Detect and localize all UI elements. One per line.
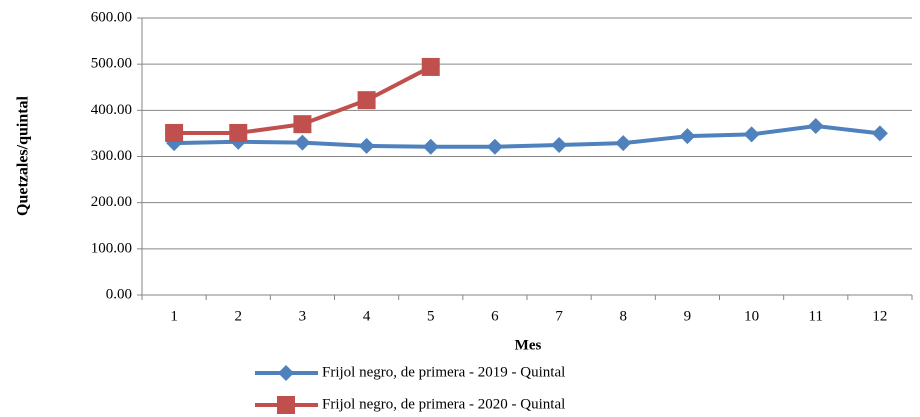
y-tick-label: 300.00 xyxy=(91,148,132,164)
legend-label: Frijol negro, de primera - 2020 - Quinta… xyxy=(322,396,565,412)
marker xyxy=(551,136,568,153)
marker xyxy=(807,118,824,135)
marker xyxy=(293,115,312,134)
marker xyxy=(357,91,376,110)
y-tick-label: 500.00 xyxy=(91,56,132,72)
marker xyxy=(165,123,184,142)
marker xyxy=(294,134,311,151)
y-tick-label: 100.00 xyxy=(91,240,132,256)
marker xyxy=(615,135,632,152)
marker xyxy=(743,126,760,143)
y-tick-label: 400.00 xyxy=(91,102,132,118)
marker xyxy=(229,123,248,142)
marker xyxy=(358,137,375,154)
x-tick-label: 2 xyxy=(235,308,243,324)
legend-marker xyxy=(278,365,294,381)
x-tick-label: 8 xyxy=(620,308,628,324)
x-axis-title: Mes xyxy=(515,337,542,353)
x-tick-label: 3 xyxy=(299,308,307,324)
x-tick-label: 12 xyxy=(872,308,887,324)
y-axis-title: Quetzales/quintal xyxy=(15,95,32,216)
marker xyxy=(871,125,888,142)
legend-marker xyxy=(277,396,295,414)
series-line xyxy=(174,124,881,149)
x-tick-label: 11 xyxy=(809,308,823,324)
y-tick-label: 600.00 xyxy=(91,9,132,25)
x-tick-label: 4 xyxy=(363,308,371,324)
marker xyxy=(421,57,440,76)
marker xyxy=(486,138,503,155)
y-tick-label: 0.00 xyxy=(106,286,132,302)
x-tick-label: 1 xyxy=(170,308,178,324)
x-tick-label: 10 xyxy=(744,308,759,324)
x-tick-label: 6 xyxy=(491,308,499,324)
y-tick-label: 200.00 xyxy=(91,194,132,210)
marker xyxy=(679,128,696,145)
marker xyxy=(422,138,439,155)
x-tick-label: 9 xyxy=(684,308,692,324)
x-tick-label: 7 xyxy=(555,308,563,324)
x-tick-label: 5 xyxy=(427,308,435,324)
legend-label: Frijol negro, de primera - 2019 - Quinta… xyxy=(322,364,565,380)
